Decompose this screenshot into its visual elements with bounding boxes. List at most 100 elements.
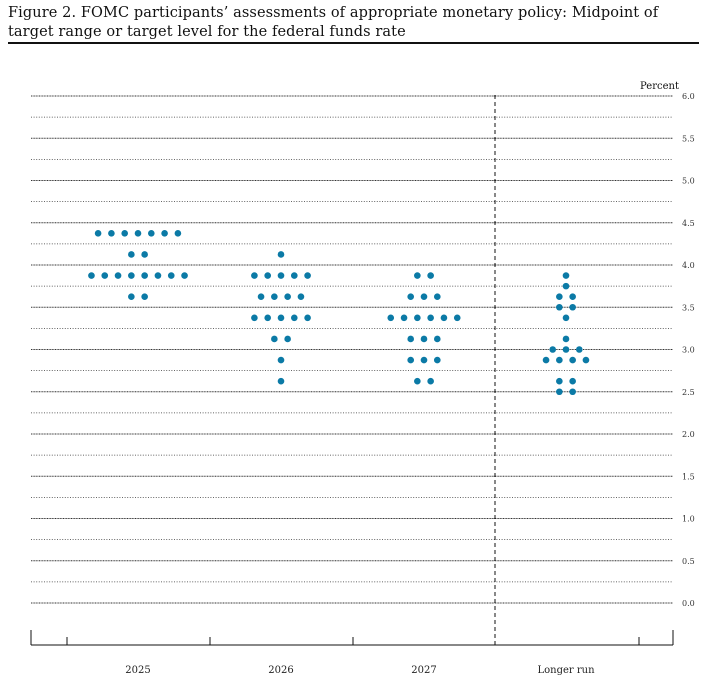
dot-point (420, 356, 428, 364)
dot-point (251, 272, 258, 279)
dot-point (154, 272, 162, 279)
dot-point (174, 230, 182, 237)
x-axis (30, 630, 674, 646)
dot-point (569, 303, 576, 311)
x-category-label: Longer run (537, 665, 595, 676)
dot-point (542, 356, 550, 364)
dot-point (582, 356, 590, 364)
dot-point (304, 272, 311, 279)
dot-point (556, 356, 563, 364)
dot-point (134, 230, 142, 237)
y-tick-labels: 0.0 0.5 1.0 1.5 2.0 2.5 3.0 3.5 4.0 4.5 5.0 5.5 6.0 (682, 92, 695, 608)
dot-point (108, 230, 115, 237)
dot-point (271, 293, 278, 300)
title-rule (8, 42, 699, 44)
dot-point (387, 314, 395, 322)
dot-point (277, 377, 285, 385)
dot-point (284, 335, 291, 343)
dot-point (284, 293, 291, 300)
y-tick-label: 3.5 (682, 303, 695, 312)
y-tick-label: 4.5 (682, 219, 695, 228)
dot-point (141, 293, 148, 300)
dot-point (434, 356, 441, 364)
dot-point (414, 377, 421, 385)
dot-point (101, 272, 109, 279)
dots (88, 230, 590, 396)
y-tick-label: 6.0 (682, 92, 695, 101)
dot-point (556, 388, 563, 396)
dot-point (114, 272, 122, 279)
dot-point (569, 356, 576, 364)
dot-point (304, 314, 311, 322)
dot-point (562, 272, 570, 279)
dot-point (453, 314, 461, 322)
dot-point (407, 293, 415, 300)
x-category-label: 2025 (125, 665, 150, 676)
dot-point (141, 272, 148, 279)
gridlines (31, 95, 673, 604)
dot-point (128, 251, 135, 258)
y-tick-label: 0.5 (682, 557, 695, 566)
dot-point (141, 251, 148, 258)
y-tick-label: 2.0 (682, 430, 695, 439)
dot-point (148, 230, 155, 237)
dot-point (121, 230, 128, 237)
dot-point (556, 303, 563, 311)
dot-point (420, 335, 428, 343)
dot-point (440, 314, 448, 322)
dot-point (549, 346, 556, 353)
dot-point (414, 272, 421, 279)
dot-point (94, 230, 102, 237)
dot-point (88, 272, 95, 279)
x-category-label: 2027 (411, 665, 436, 676)
dot-point (407, 335, 415, 343)
dot-point (420, 293, 428, 300)
dot-point (562, 346, 570, 353)
dot-point (167, 272, 175, 279)
dot-point (271, 335, 278, 343)
dot-point (576, 346, 583, 353)
dot-point (562, 335, 570, 343)
y-tick-label: 4.0 (682, 261, 695, 270)
dot-point (569, 377, 576, 385)
dot-point (562, 282, 570, 290)
dot-point (264, 314, 272, 322)
dot-point (128, 293, 135, 300)
y-tick-label: 1.0 (682, 515, 695, 524)
y-tick-label: 2.5 (682, 388, 695, 397)
dot-point (291, 272, 298, 279)
y-tick-label: 5.0 (682, 177, 695, 186)
y-tick-label: 1.5 (682, 472, 695, 481)
y-tick-label: 3.0 (682, 346, 695, 355)
dot-point (427, 377, 434, 385)
dot-point (569, 388, 576, 396)
dot-point (161, 230, 168, 237)
dot-point (257, 293, 265, 300)
dot-point (569, 293, 576, 300)
dot-point (414, 314, 421, 322)
y-tick-label: 0.0 (682, 599, 695, 608)
dot-point (562, 314, 570, 322)
dot-point (277, 251, 285, 258)
dot-point (181, 272, 188, 279)
dot-point (291, 314, 298, 322)
dot-point (427, 272, 434, 279)
dot-point (427, 314, 434, 322)
x-category-labels: 2025 2026 2027 Longer run (125, 665, 595, 676)
dot-point (434, 335, 441, 343)
dot-point (434, 293, 441, 300)
dot-point (400, 314, 408, 322)
dot-point (556, 377, 563, 385)
dot-point (297, 293, 305, 300)
dot-point (128, 272, 135, 279)
figure-title: Figure 2. FOMC participants’ assessments… (8, 5, 659, 40)
dot-point (277, 272, 285, 279)
dot-point (264, 272, 272, 279)
y-tick-label: 5.5 (682, 134, 695, 143)
dot-point (277, 356, 285, 364)
dot-point (556, 293, 563, 300)
dot-point (251, 314, 258, 322)
y-axis-label: Percent (640, 81, 679, 92)
dot-point (277, 314, 285, 322)
